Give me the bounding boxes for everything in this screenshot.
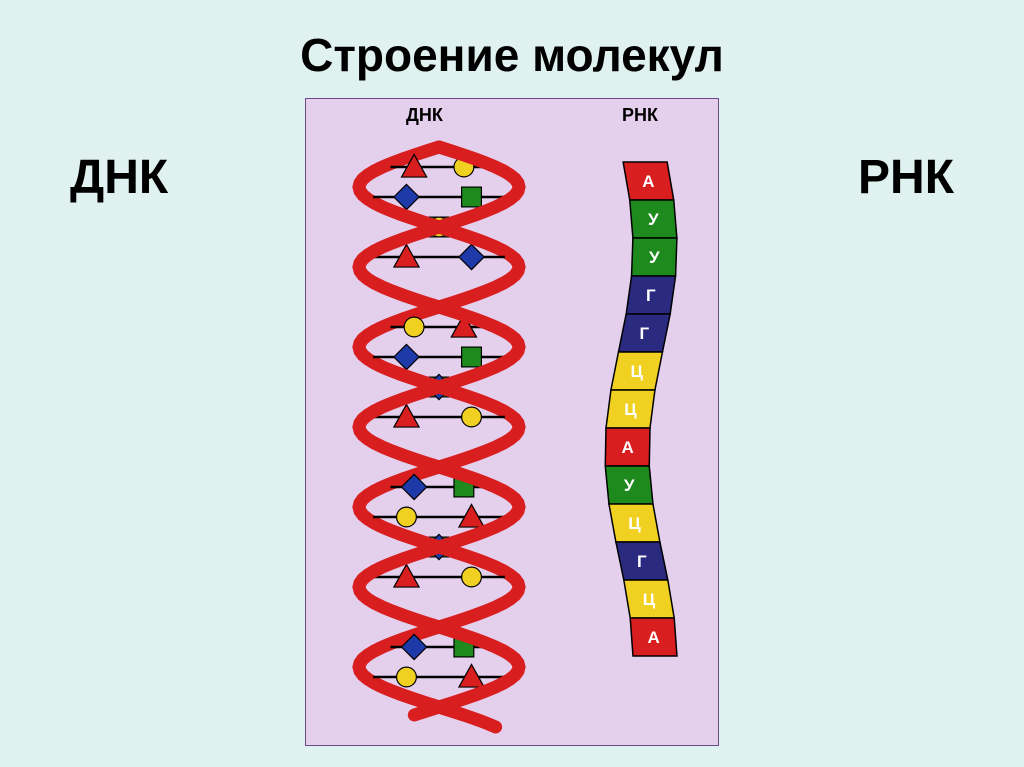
rna-letter: У <box>649 248 660 267</box>
rna-sub-label: РНК <box>622 105 658 126</box>
base-circle <box>462 567 482 587</box>
diagram-panel: ДНК РНК АУУГГЦЦАУЦГЦА <box>305 98 719 746</box>
base-circle <box>397 667 417 687</box>
rna-letter: Г <box>646 286 656 305</box>
dna-helix <box>324 127 554 737</box>
base-diamond <box>459 244 484 269</box>
rna-letter: Ц <box>628 514 641 533</box>
rna-letter: У <box>624 476 635 495</box>
rna-letter: А <box>647 628 659 647</box>
dna-sub-label: ДНК <box>406 105 443 126</box>
page-title: Строение молекул <box>0 0 1024 82</box>
base-diamond <box>394 344 419 369</box>
rna-strand: АУУГГЦЦАУЦГЦА <box>596 127 686 737</box>
rna-outer-label: РНК <box>858 150 954 205</box>
base-triangle <box>459 504 484 527</box>
base-triangle <box>459 664 484 687</box>
rna-letter: У <box>648 210 659 229</box>
rna-letter: Г <box>637 552 647 571</box>
rna-letter: Ц <box>624 400 637 419</box>
rna-letter: Г <box>639 324 649 343</box>
base-circle <box>397 507 417 527</box>
base-square <box>462 347 482 367</box>
base-circle <box>462 407 482 427</box>
rna-letter: А <box>621 438 633 457</box>
dna-outer-label: ДНК <box>70 150 168 205</box>
base-square <box>462 187 482 207</box>
rna-letter: А <box>642 172 654 191</box>
rna-letter: Ц <box>630 362 643 381</box>
base-circle <box>404 317 424 337</box>
base-diamond <box>394 184 419 209</box>
rna-letter: Ц <box>643 590 656 609</box>
